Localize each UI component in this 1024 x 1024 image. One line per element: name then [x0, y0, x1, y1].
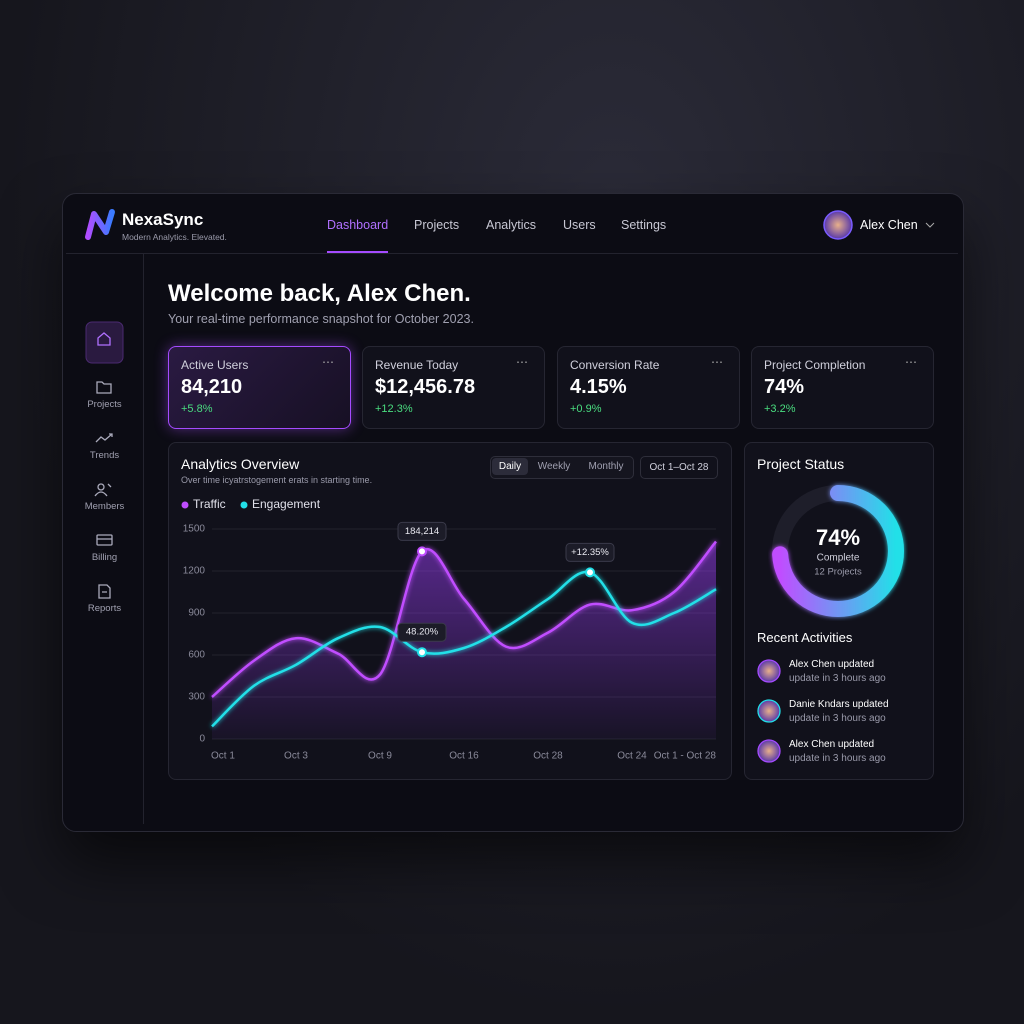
activity-time: update in 3 hours ago — [789, 713, 886, 724]
kpi-change: +12.3% — [375, 403, 413, 415]
section-title: Recent Activities — [757, 630, 853, 645]
y-tick-label: 300 — [188, 692, 205, 703]
more-menu[interactable]: ⋯ — [905, 355, 918, 369]
x-tick-label: Oct 1 - Oct 28 — [654, 751, 717, 762]
sidebar-link[interactable]: Reports — [87, 603, 122, 614]
kpi-change: +0.9% — [570, 403, 602, 415]
x-tick-label: Oct 24 — [617, 751, 647, 762]
highlight-point — [417, 647, 427, 658]
nav-link[interactable]: Users — [563, 218, 596, 232]
legend-label: Traffic — [193, 497, 226, 511]
activity-avatar — [757, 659, 781, 683]
sidebar-icons — [94, 332, 113, 599]
y-tick-label: 0 — [199, 734, 205, 745]
divider — [66, 253, 958, 254]
tab[interactable]: Weekly — [537, 461, 571, 472]
y-tick-label: 1500 — [183, 524, 206, 535]
active-nav-bg — [85, 321, 124, 364]
callout-label: 48.20% — [406, 627, 439, 638]
card-subtitle: Over time icyatrstogement erats in start… — [181, 475, 373, 485]
callout-label: +12.35% — [571, 547, 609, 558]
callout-label: 184,214 — [405, 526, 439, 537]
nav-link[interactable]: Settings — [621, 218, 667, 232]
tab[interactable]: Daily — [492, 458, 528, 475]
date-range[interactable]: Oct 1–Oct 28 — [640, 456, 718, 479]
x-tick-label: Oct 1 — [211, 751, 235, 762]
donut-arc — [772, 485, 904, 617]
kpi-value: 74% — [764, 376, 805, 398]
y-tick-label: 1200 — [183, 566, 206, 577]
area — [212, 541, 716, 739]
sidebar-link[interactable]: Billing — [91, 552, 118, 563]
legend-swatch — [181, 501, 189, 509]
activity-time: update in 3 hours ago — [789, 753, 886, 764]
callout — [397, 622, 447, 642]
more-menu[interactable]: ⋯ — [322, 355, 335, 369]
kpi-label: Active Users — [181, 358, 249, 372]
kpi-card[interactable] — [557, 346, 740, 429]
y-tick-label: 600 — [188, 650, 205, 661]
welcome-title: Welcome back, Alex Chen. — [168, 280, 471, 307]
kpi-card[interactable] — [751, 346, 934, 429]
kpi-value: $12,456.78 — [375, 376, 476, 398]
nav-underline — [327, 251, 388, 253]
brand: NexaSync — [122, 210, 204, 229]
card-title: Project Status — [757, 456, 845, 472]
legend-swatch — [240, 501, 248, 509]
y-tick-label: 900 — [188, 608, 205, 619]
highlight-point — [417, 546, 427, 557]
x-tick-label: Oct 28 — [533, 751, 563, 762]
legend-label: Engagement — [252, 497, 321, 511]
kpi-card[interactable] — [362, 346, 545, 429]
donut-value: 74% — [816, 525, 860, 550]
nav-link[interactable]: Projects — [414, 218, 460, 232]
activity-name: Alex Chen updated — [789, 739, 875, 750]
activity-name: Danie Kndars updated — [789, 699, 889, 710]
highlight-point — [585, 567, 595, 578]
kpi-label: Revenue Today — [375, 358, 459, 372]
sidebar-link[interactable]: Trends — [89, 450, 120, 461]
x-tick-label: Oct 16 — [449, 751, 479, 762]
kpi-change: +3.2% — [764, 403, 796, 415]
kpi-change: +5.8% — [181, 403, 213, 415]
donut-subcaption: 12 Projects — [814, 567, 862, 578]
more-menu[interactable]: ⋯ — [711, 355, 724, 369]
activity-avatar — [757, 739, 781, 763]
kpi-label: Conversion Rate — [570, 358, 660, 372]
nav-link[interactable]: Analytics — [486, 218, 537, 232]
kpi-card[interactable] — [168, 346, 351, 429]
kpi-label: Project Completion — [764, 358, 866, 372]
tab[interactable]: Monthly — [588, 461, 624, 472]
nav-link[interactable]: Dashboard — [327, 218, 389, 232]
x-tick-label: Oct 3 — [284, 751, 308, 762]
logo — [85, 209, 115, 240]
more-menu[interactable]: ⋯ — [516, 355, 529, 369]
kpi-value: 84,210 — [181, 376, 243, 398]
sidebar-link[interactable]: Projects — [87, 399, 122, 410]
card-title: Analytics Overview — [181, 456, 300, 472]
line — [211, 540, 717, 698]
activity-name: Alex Chen updated — [789, 659, 875, 670]
donut-caption: Complete — [817, 553, 860, 564]
x-tick-label: Oct 9 — [368, 751, 392, 762]
callout — [397, 521, 447, 541]
welcome-subtitle: Your real-time performance snapshot for … — [168, 312, 474, 326]
chevron[interactable] — [925, 222, 935, 228]
sidebar-link[interactable]: Members — [84, 501, 125, 512]
user-avatar[interactable] — [823, 210, 853, 240]
divider — [143, 254, 144, 824]
line — [211, 570, 717, 728]
user-name[interactable]: Alex Chen — [860, 218, 918, 232]
activity-avatar — [757, 699, 781, 723]
activity-time: update in 3 hours ago — [789, 673, 886, 684]
tagline: Modern Analytics. Elevated. — [122, 232, 227, 242]
kpi-value: 4.15% — [570, 376, 627, 398]
callout — [565, 542, 615, 562]
